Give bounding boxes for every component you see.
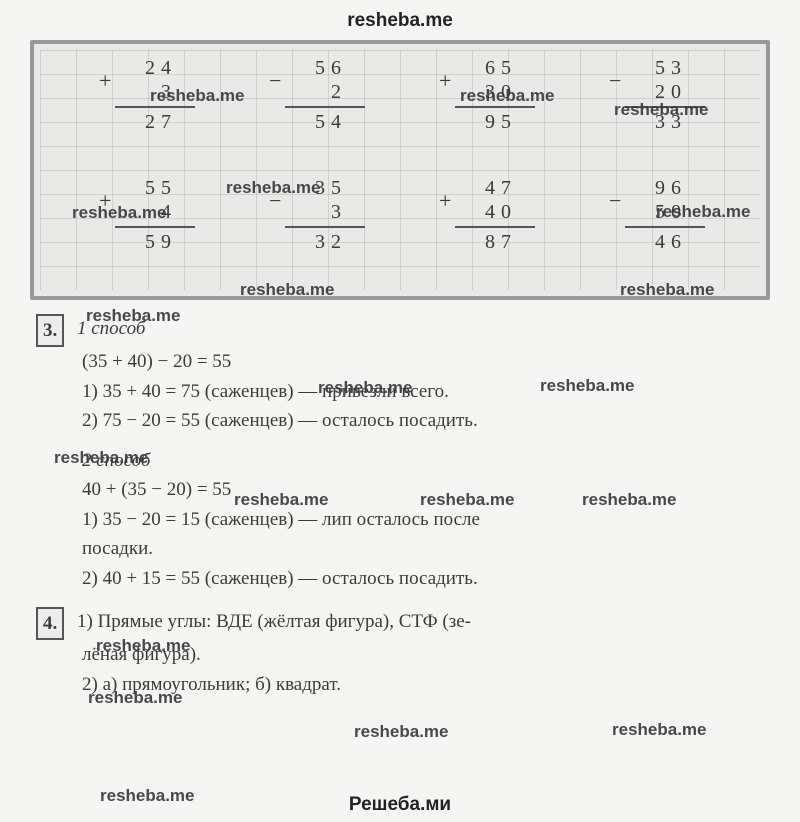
- calc-cell: − 96 50 46: [585, 176, 725, 254]
- calc-cell: + 55 4 59: [75, 176, 215, 254]
- calc-sign: +: [439, 68, 451, 94]
- calc-cell: + 47 40 87: [415, 176, 555, 254]
- calc-rule: [455, 106, 535, 108]
- calc-result: 59: [75, 230, 215, 254]
- expression: (35 + 40) − 20 = 55: [36, 347, 764, 376]
- calc-operand-b: 4: [75, 200, 215, 224]
- calc-cell: + 24 3 27: [75, 56, 215, 134]
- step-line: 1) 35 + 40 = 75 (саженцев) — привезли вс…: [36, 377, 764, 406]
- calc-sign: +: [99, 68, 111, 94]
- calc-operand-b: 3: [75, 80, 215, 104]
- answer-line: лёная фигура).: [36, 640, 764, 669]
- step-line: 2) 40 + 15 = 55 (саженцев) — осталось по…: [36, 564, 764, 593]
- calc-rule: [625, 226, 705, 228]
- method-title: 1 способ: [77, 318, 145, 339]
- calc-sign: +: [439, 188, 451, 214]
- calc-cell: − 56 2 54: [245, 56, 385, 134]
- calc-operand-a: 35: [245, 176, 385, 200]
- watermark-text: resheba.me: [354, 722, 449, 742]
- calc-operand-a: 24: [75, 56, 215, 80]
- calc-operand-b: 30: [415, 80, 555, 104]
- calc-operand-a: 47: [415, 176, 555, 200]
- calc-operand-a: 65: [415, 56, 555, 80]
- calc-operand-a: 96: [585, 176, 725, 200]
- calc-result: 95: [415, 110, 555, 134]
- site-title-top: resheba.me: [30, 10, 770, 32]
- problem-number: 3.: [36, 314, 64, 347]
- calc-result: 54: [245, 110, 385, 134]
- step-line: 2) 75 − 20 = 55 (саженцев) — осталось по…: [36, 406, 764, 435]
- calc-operand-a: 56: [245, 56, 385, 80]
- calc-result: 33: [585, 110, 725, 134]
- calc-row-2: + 55 4 59 − 35 3 32 + 47 40 87 −: [40, 176, 760, 254]
- calc-result: 32: [245, 230, 385, 254]
- calc-operand-b: 20: [585, 80, 725, 104]
- calc-operand-b: 40: [415, 200, 555, 224]
- answer-line: 2) а) прямоугольник; б) квадрат.: [36, 670, 764, 699]
- calc-rule: [285, 106, 365, 108]
- calc-cell: − 35 3 32: [245, 176, 385, 254]
- expression: 40 + (35 − 20) = 55: [36, 475, 764, 504]
- calc-rule: [625, 106, 705, 108]
- step-line: посадки.: [36, 534, 764, 563]
- calc-sign: −: [609, 68, 621, 94]
- calc-rule: [115, 226, 195, 228]
- calc-sign: −: [269, 68, 281, 94]
- calc-rule: [115, 106, 195, 108]
- step-line: 1) 35 − 20 = 15 (саженцев) — лип осталос…: [36, 505, 764, 534]
- calc-rule: [285, 226, 365, 228]
- calc-row-1: + 24 3 27 − 56 2 54 + 65 30 95 −: [40, 56, 760, 134]
- calc-result: 46: [585, 230, 725, 254]
- calc-sign: −: [609, 188, 621, 214]
- calc-operand-b: 2: [245, 80, 385, 104]
- watermark-text: resheba.me: [612, 720, 707, 740]
- calc-sign: −: [269, 188, 281, 214]
- calc-cell: − 53 20 33: [585, 56, 725, 134]
- calc-operand-b: 50: [585, 200, 725, 224]
- calc-grid: + 24 3 27 − 56 2 54 + 65 30 95 −: [40, 50, 760, 290]
- problem-4: 4. 1) Прямые углы: ВДЕ (жёлтая фигура), …: [36, 607, 764, 699]
- calc-result: 27: [75, 110, 215, 134]
- answer-line: 1) Прямые углы: ВДЕ (жёлтая фигура), СТФ…: [77, 611, 471, 632]
- calc-cell: + 65 30 95: [415, 56, 555, 134]
- calc-sign: +: [99, 188, 111, 214]
- site-title-bottom: Решеба.ми: [0, 794, 800, 816]
- calc-rule: [455, 226, 535, 228]
- method-title: 2 способ: [36, 446, 764, 475]
- problem-number: 4.: [36, 607, 64, 640]
- calc-frame: + 24 3 27 − 56 2 54 + 65 30 95 −: [30, 40, 770, 300]
- calc-operand-a: 55: [75, 176, 215, 200]
- calc-result: 87: [415, 230, 555, 254]
- problem-3: 3. 1 способ (35 + 40) − 20 = 55 1) 35 + …: [36, 314, 764, 593]
- calc-operand-a: 53: [585, 56, 725, 80]
- calc-operand-b: 3: [245, 200, 385, 224]
